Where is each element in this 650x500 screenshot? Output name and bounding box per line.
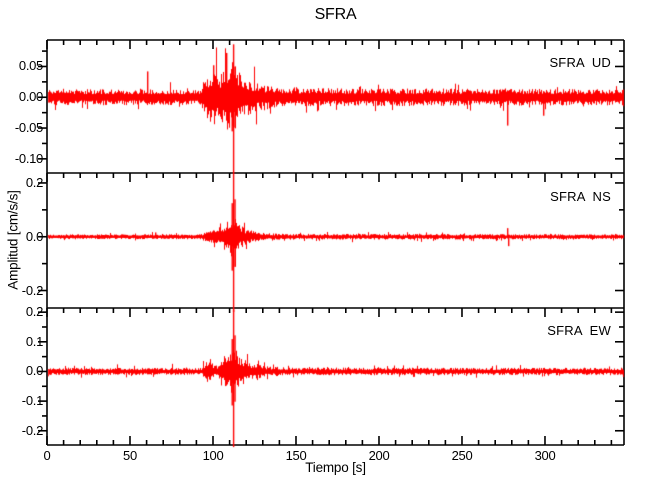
y-tick-label: 0.2 (25, 304, 43, 320)
y-tick-label: 0.2 (25, 174, 43, 190)
x-axis-label: Tiempo [s] (305, 460, 366, 475)
y-tick-label: 0.00 (18, 89, 43, 105)
y-tick-label: -0.1 (21, 393, 44, 409)
y-tick-label: 0.05 (18, 58, 43, 74)
y-tick-label: 0.1 (25, 333, 43, 349)
panel-label-ew: SFRA EW (547, 323, 611, 338)
panel-label-ns: SFRA NS (550, 189, 611, 204)
y-tick-label: -0.10 (14, 150, 43, 166)
y-tick-label: -0.2 (21, 422, 44, 438)
panel-label-ud: SFRA UD (549, 55, 611, 70)
x-tick-label: 300 (534, 448, 556, 463)
y-tick-label: -0.05 (14, 120, 43, 136)
x-tick-label: 50 (123, 448, 137, 463)
x-tick-label: 0 (43, 448, 51, 463)
y-tick-label: 0.0 (25, 363, 43, 379)
y-tick-label: 0.0 (25, 228, 43, 244)
chart-title: SFRA (314, 6, 357, 23)
x-tick-label: 150 (285, 448, 307, 463)
x-tick-label: 100 (202, 448, 224, 463)
x-tick-label: 250 (451, 448, 473, 463)
y-tick-label: -0.2 (21, 282, 44, 298)
x-tick-label: 200 (368, 448, 390, 463)
